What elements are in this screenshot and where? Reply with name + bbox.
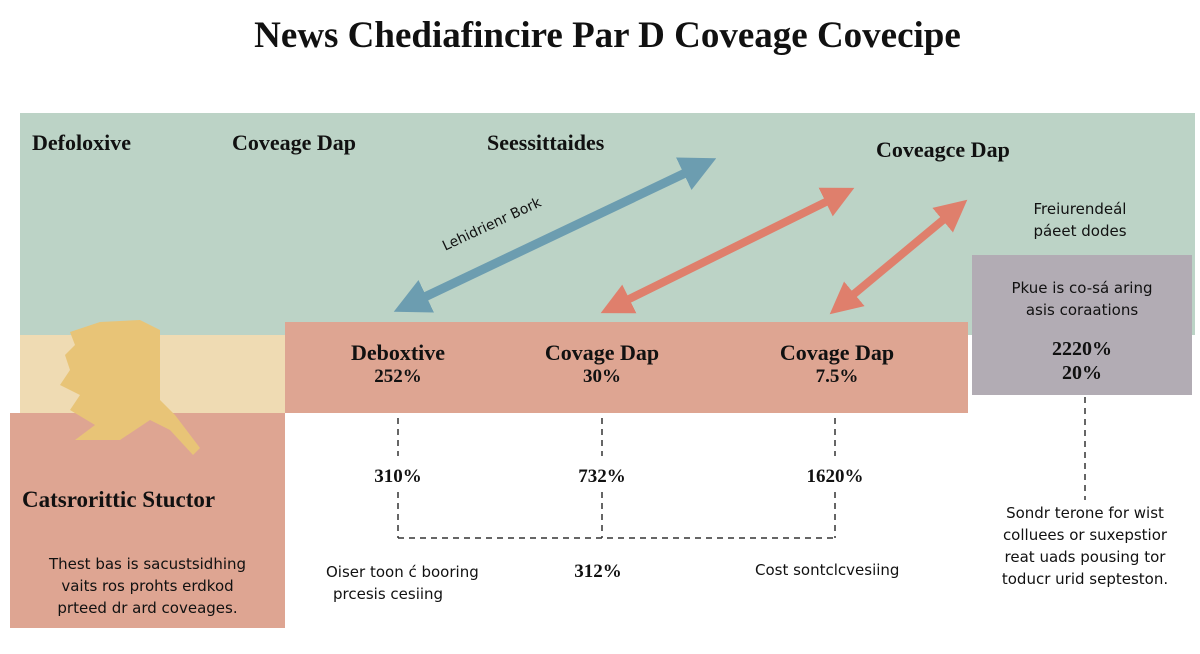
column-coverage-1: Covage Dap 30% (502, 340, 702, 388)
header-coverage-2: Coveagce Dap (876, 137, 1010, 162)
gray-box-value: 20% (1062, 362, 1102, 384)
bottom-left-note: Oiser toon ć booring prcesis cesiing (326, 561, 479, 605)
diagram-title: News Chediafincire Par D Coveage Covecip… (254, 15, 961, 56)
sub-value: 310% (374, 466, 422, 487)
column-label: Deboxtive (350, 340, 446, 365)
note-line: Sondr terone for wist (1006, 504, 1164, 522)
left-box-text: Thest bas is sacustsidhing vaits ros pro… (20, 553, 275, 619)
red-arrow-2 (829, 199, 968, 315)
dashed-connectors (397, 397, 1086, 539)
alaska-map-icon (60, 320, 200, 455)
column-value: 30% (583, 366, 621, 387)
column-value: 7.5% (815, 366, 859, 387)
column-deboxtive: Deboxtive 252% (298, 340, 498, 388)
note-line: toducr urid septeston. (1001, 570, 1169, 588)
left-box (10, 413, 285, 628)
gray-box-line: asis coraations (1025, 301, 1139, 319)
header-seessittaides: Seessittaides (487, 130, 605, 155)
gray-box-value: 2220% (1052, 338, 1112, 360)
right-note: Freiurendeál páeet dodes (990, 198, 1170, 242)
bottom-right-note: Cost sontclcvesiing (755, 561, 900, 579)
left-box-line: vaits ros prohts erdkod (61, 577, 234, 595)
far-right-note: Sondr terone for wist colluees or suxeps… (990, 502, 1180, 590)
note-line: Oiser toon ć booring (326, 563, 479, 581)
header-coverage-1: Coveage Dap (232, 130, 357, 155)
left-box-line: prteed dr ard coveages. (57, 599, 238, 617)
gray-box (972, 255, 1192, 395)
left-box-title: Catsrorittic Stuctor (22, 487, 216, 512)
sub-value: 1620% (806, 466, 864, 487)
bottom-center-value: 312% (574, 561, 622, 582)
note-line: reat uads pousing tor (1004, 548, 1166, 566)
gray-box-text: Pkue is co-sá aring asis coraations 2220… (972, 277, 1192, 385)
header-defoloxive: Defoloxive (32, 130, 131, 155)
column-label: Covage Dap (779, 340, 895, 365)
note-line: colluees or suxepstior (1002, 526, 1168, 544)
column-label: Covage Dap (544, 340, 660, 365)
right-note-line: páeet dodes (1033, 222, 1127, 240)
red-arrow-1 (600, 187, 855, 314)
gray-box-line: Pkue is co-sá aring (1011, 279, 1153, 297)
column-coverage-2: Covage Dap 7.5% (737, 340, 937, 388)
note-line: prcesis cesiing (333, 585, 444, 603)
right-note-line: Freiurendeál (1033, 200, 1127, 218)
left-box-line: Thest bas is sacustsidhing (48, 555, 247, 573)
column-value: 252% (374, 366, 422, 387)
middle-band (285, 322, 968, 413)
sub-value: 732% (578, 466, 626, 487)
